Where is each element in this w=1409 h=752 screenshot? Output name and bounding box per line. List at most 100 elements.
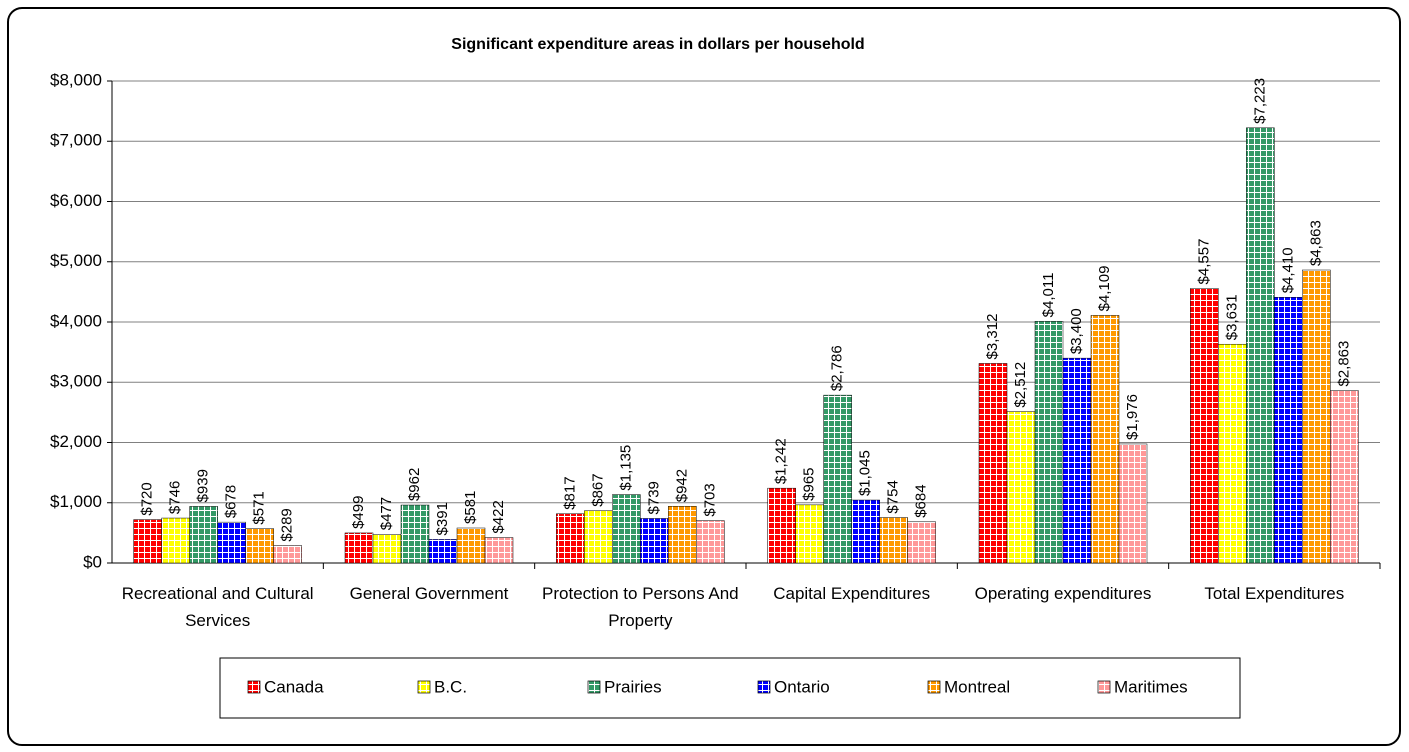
data-label: $2,512 [1012, 362, 1029, 408]
bar [274, 546, 302, 563]
legend-label: Ontario [774, 677, 830, 696]
data-label: $2,863 [1335, 341, 1352, 387]
legend-label: Maritimes [1114, 677, 1188, 696]
bar [134, 520, 162, 563]
y-tick-label: $8,000 [50, 70, 102, 89]
bar [218, 522, 246, 563]
data-label: $1,045 [857, 450, 874, 496]
y-tick-label: $3,000 [50, 372, 102, 391]
bar [880, 518, 908, 563]
data-label: $942 [673, 469, 690, 502]
y-tick-label: $5,000 [50, 251, 102, 270]
data-label: $2,786 [829, 345, 846, 391]
data-label: $720 [139, 482, 156, 515]
legend-label: Canada [264, 677, 324, 696]
bar [768, 488, 796, 563]
bar [1246, 128, 1274, 563]
data-label: $4,863 [1307, 220, 1324, 266]
data-label: $7,223 [1251, 78, 1268, 124]
data-label: $739 [645, 481, 662, 514]
bar [796, 505, 824, 563]
bar [246, 529, 274, 563]
data-label: $684 [913, 484, 930, 517]
bar [1091, 315, 1119, 563]
y-tick-label: $6,000 [50, 191, 102, 210]
data-label: $3,400 [1068, 308, 1085, 354]
data-label: $289 [279, 508, 296, 541]
legend-swatch [1098, 681, 1110, 693]
x-tick-label: Protection to Persons And Property [540, 580, 740, 634]
data-label: $754 [885, 480, 902, 513]
data-label: $4,109 [1096, 266, 1113, 312]
legend-label: Prairies [604, 677, 662, 696]
bar [696, 521, 724, 563]
legend-swatch [248, 681, 260, 693]
x-tick-label: General Government [329, 580, 529, 607]
data-label: $939 [195, 469, 212, 502]
y-tick-label: $2,000 [50, 432, 102, 451]
data-label: $4,410 [1279, 247, 1296, 293]
bar [1007, 412, 1035, 563]
legend-label: B.C. [434, 677, 467, 696]
bar [824, 395, 852, 563]
bar [908, 522, 936, 563]
x-tick-label: Operating expenditures [963, 580, 1163, 607]
data-label: $391 [434, 502, 451, 535]
bar [345, 533, 373, 563]
data-label: $965 [801, 467, 818, 500]
data-label: $703 [701, 483, 718, 516]
legend-box [220, 658, 1240, 718]
data-label: $1,242 [773, 438, 790, 484]
bar [1274, 297, 1302, 563]
data-label: $581 [462, 491, 479, 524]
data-label: $867 [589, 473, 606, 506]
data-label: $571 [251, 491, 268, 524]
bar [1119, 444, 1147, 563]
data-label: $499 [350, 496, 367, 529]
data-label: $3,312 [984, 314, 1001, 360]
legend-swatch [418, 681, 430, 693]
bar [429, 539, 457, 563]
data-label: $4,011 [1040, 273, 1057, 318]
legend-label: Montreal [944, 677, 1010, 696]
data-label: $422 [490, 500, 507, 533]
legend-swatch [928, 681, 940, 693]
data-label: $1,135 [617, 445, 634, 491]
legend-swatch [758, 681, 770, 693]
bar [584, 511, 612, 563]
data-label: $1,976 [1124, 394, 1141, 440]
data-label: $962 [406, 468, 423, 501]
bar [401, 505, 429, 563]
bar [162, 518, 190, 563]
x-tick-label: Total Expenditures [1174, 580, 1374, 607]
page: Significant expenditure areas in dollars… [0, 0, 1409, 752]
data-label: $477 [378, 497, 395, 530]
x-tick-label: Recreational and Cultural Services [118, 580, 318, 634]
data-label: $746 [167, 481, 184, 514]
legend-swatch [588, 681, 600, 693]
bar [852, 500, 880, 563]
bar [1218, 344, 1246, 563]
bar [640, 518, 668, 563]
y-tick-label: $1,000 [50, 492, 102, 511]
y-tick-label: $0 [83, 552, 102, 571]
data-label: $3,631 [1223, 294, 1240, 340]
data-label: $678 [223, 485, 240, 518]
bar [979, 363, 1007, 563]
chart: Significant expenditure areas in dollars… [0, 0, 1409, 752]
bar [457, 528, 485, 563]
bar [1330, 391, 1358, 563]
bar [668, 506, 696, 563]
data-label: $817 [561, 476, 578, 509]
bar [1035, 321, 1063, 563]
bar [1190, 288, 1218, 563]
x-tick-label: Capital Expenditures [752, 580, 952, 607]
y-tick-label: $4,000 [50, 311, 102, 330]
bar [1063, 358, 1091, 563]
bar [485, 538, 513, 563]
bar [1302, 270, 1330, 563]
y-tick-label: $7,000 [50, 131, 102, 150]
chart-title: Significant expenditure areas in dollars… [451, 36, 864, 53]
bar [190, 506, 218, 563]
bar [612, 495, 640, 563]
